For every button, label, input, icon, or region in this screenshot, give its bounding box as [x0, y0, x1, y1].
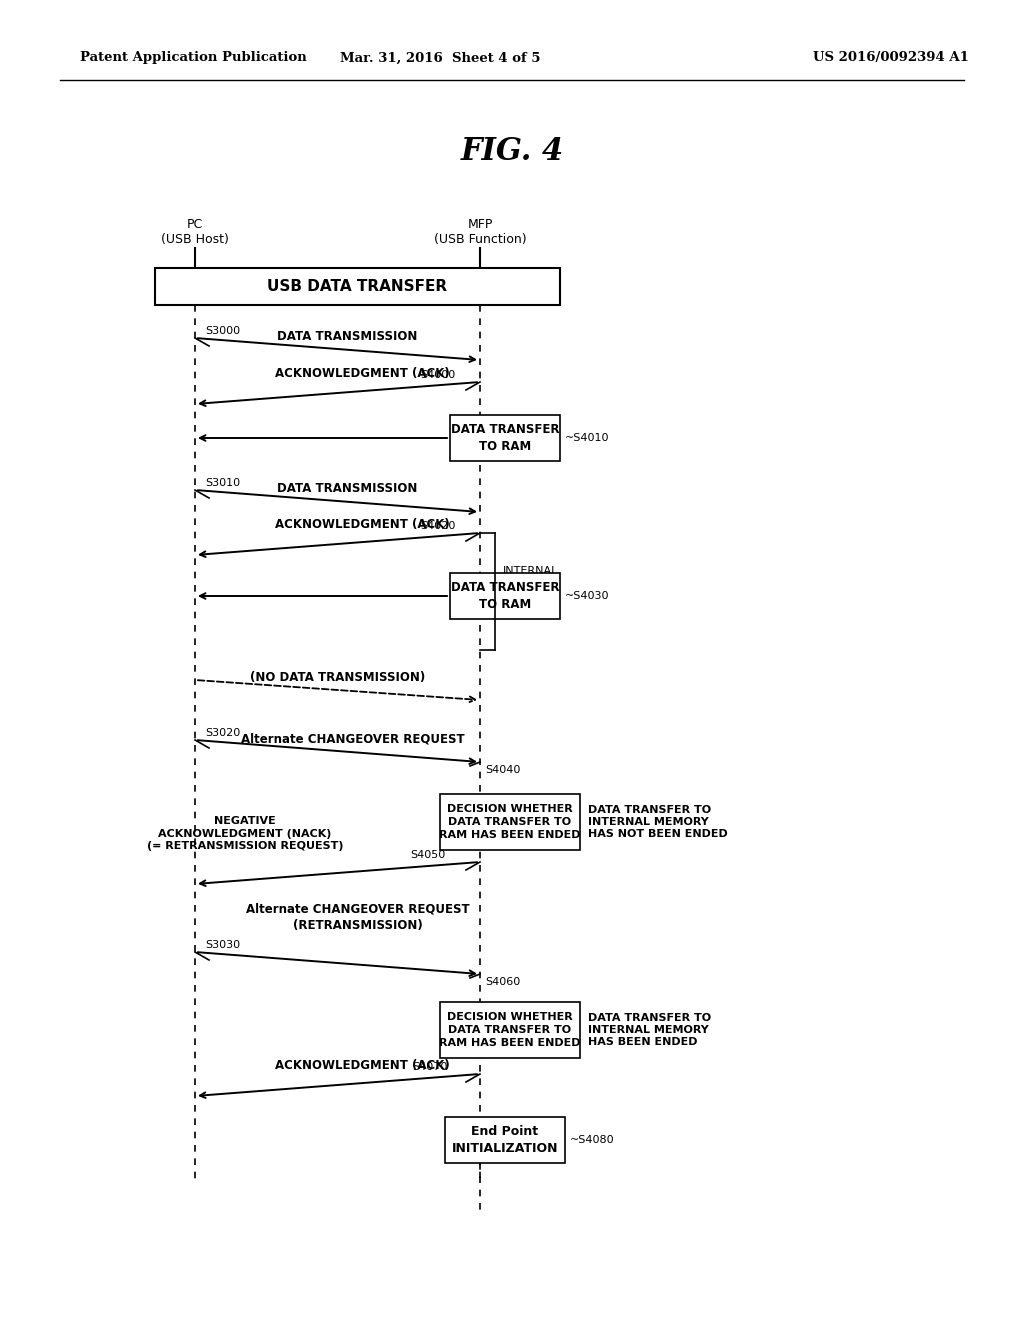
- Text: S4020: S4020: [420, 521, 456, 531]
- Text: S4070: S4070: [412, 1063, 447, 1072]
- Text: DECISION WHETHER
DATA TRANSFER TO
RAM HAS BEEN ENDED: DECISION WHETHER DATA TRANSFER TO RAM HA…: [439, 804, 581, 840]
- Text: ACKNOWLEDGMENT (ACK): ACKNOWLEDGMENT (ACK): [275, 1059, 450, 1072]
- Text: Mar. 31, 2016  Sheet 4 of 5: Mar. 31, 2016 Sheet 4 of 5: [340, 51, 541, 65]
- Text: US 2016/0092394 A1: US 2016/0092394 A1: [813, 51, 969, 65]
- Text: INTERNAL
TIMER: INTERNAL TIMER: [503, 566, 558, 587]
- Text: S3030: S3030: [205, 940, 240, 950]
- Text: Alternate CHANGEOVER REQUEST: Alternate CHANGEOVER REQUEST: [241, 733, 464, 744]
- Text: S4040: S4040: [485, 766, 520, 775]
- Text: S4050: S4050: [410, 850, 445, 861]
- Text: DECISION WHETHER
DATA TRANSFER TO
RAM HAS BEEN ENDED: DECISION WHETHER DATA TRANSFER TO RAM HA…: [439, 1012, 581, 1048]
- Text: ~S4030: ~S4030: [565, 591, 609, 601]
- Text: DATA TRANSFER TO
INTERNAL MEMORY
HAS NOT BEEN ENDED: DATA TRANSFER TO INTERNAL MEMORY HAS NOT…: [588, 805, 728, 840]
- Bar: [440, 1002, 580, 1059]
- Bar: [445, 1117, 565, 1163]
- Text: DATA TRANSFER
TO RAM: DATA TRANSFER TO RAM: [451, 581, 559, 611]
- Text: DATA TRANSMISSION: DATA TRANSMISSION: [278, 482, 418, 495]
- Bar: [450, 414, 560, 461]
- Text: DATA TRANSFER
TO RAM: DATA TRANSFER TO RAM: [451, 424, 559, 453]
- Text: S3020: S3020: [205, 729, 241, 738]
- Bar: [155, 268, 560, 305]
- Text: PC
(USB Host): PC (USB Host): [161, 218, 229, 246]
- Text: USB DATA TRANSFER: USB DATA TRANSFER: [267, 279, 447, 294]
- Text: MFP
(USB Function): MFP (USB Function): [434, 218, 526, 246]
- Text: ~S4010: ~S4010: [565, 433, 609, 444]
- Text: NEGATIVE
ACKNOWLEDGMENT (NACK)
(= RETRANSMISSION REQUEST): NEGATIVE ACKNOWLEDGMENT (NACK) (= RETRAN…: [146, 816, 343, 851]
- Text: FIG. 4: FIG. 4: [461, 136, 563, 168]
- Text: (NO DATA TRANSMISSION): (NO DATA TRANSMISSION): [250, 671, 425, 684]
- Bar: [440, 795, 580, 850]
- Text: Patent Application Publication: Patent Application Publication: [80, 51, 307, 65]
- Text: S4060: S4060: [485, 977, 520, 987]
- Text: DATA TRANSFER TO
INTERNAL MEMORY
HAS BEEN ENDED: DATA TRANSFER TO INTERNAL MEMORY HAS BEE…: [588, 1012, 711, 1047]
- Text: End Point
INITIALIZATION: End Point INITIALIZATION: [452, 1125, 558, 1155]
- Text: ACKNOWLEDGMENT (ACK): ACKNOWLEDGMENT (ACK): [275, 367, 450, 380]
- Bar: [450, 573, 560, 619]
- Text: ~S4080: ~S4080: [570, 1135, 614, 1144]
- Text: DATA TRANSMISSION: DATA TRANSMISSION: [278, 330, 418, 343]
- Text: S3000: S3000: [205, 326, 240, 337]
- Text: S3010: S3010: [205, 478, 240, 488]
- Text: S4000: S4000: [420, 370, 456, 380]
- Text: Alternate CHANGEOVER REQUEST
(RETRANSMISSION): Alternate CHANGEOVER REQUEST (RETRANSMIS…: [246, 903, 469, 932]
- Text: ACKNOWLEDGMENT (ACK): ACKNOWLEDGMENT (ACK): [275, 517, 450, 531]
